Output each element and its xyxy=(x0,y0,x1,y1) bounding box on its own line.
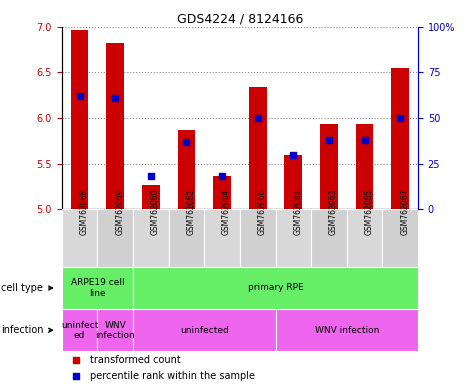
Bar xyxy=(276,209,311,267)
Text: GSM762060: GSM762060 xyxy=(151,189,160,235)
Bar xyxy=(71,30,88,384)
Bar xyxy=(106,43,124,384)
Bar xyxy=(62,267,133,309)
Bar xyxy=(204,209,240,267)
Bar xyxy=(62,309,97,351)
Bar xyxy=(142,185,160,384)
Text: cell type: cell type xyxy=(1,283,52,293)
Bar xyxy=(276,309,418,351)
Point xyxy=(72,358,80,364)
Text: uninfected: uninfected xyxy=(180,326,228,335)
Bar xyxy=(356,124,373,384)
Text: transformed count: transformed count xyxy=(90,356,181,366)
Bar xyxy=(311,209,347,267)
Bar xyxy=(391,68,409,384)
Text: infection: infection xyxy=(1,325,52,335)
Point xyxy=(182,139,190,145)
Bar xyxy=(178,130,195,384)
Bar xyxy=(62,209,97,267)
Point xyxy=(218,174,226,180)
Bar xyxy=(347,209,382,267)
Text: primary RPE: primary RPE xyxy=(247,283,304,293)
Point xyxy=(72,373,80,379)
Bar xyxy=(320,124,338,384)
Text: ARPE19 cell
line: ARPE19 cell line xyxy=(71,278,124,298)
Text: WNV infection: WNV infection xyxy=(314,326,379,335)
Text: uninfect
ed: uninfect ed xyxy=(61,321,98,340)
Bar xyxy=(382,209,418,267)
Point xyxy=(361,137,369,143)
Bar xyxy=(133,309,276,351)
Bar xyxy=(249,87,266,384)
Point xyxy=(254,115,261,121)
Point xyxy=(76,93,84,99)
Text: percentile rank within the sample: percentile rank within the sample xyxy=(90,371,255,381)
Text: GSM762067: GSM762067 xyxy=(400,189,409,235)
Bar xyxy=(240,209,276,267)
Point xyxy=(325,137,332,143)
Bar xyxy=(97,209,133,267)
Text: GSM762066: GSM762066 xyxy=(257,189,266,235)
Point xyxy=(111,95,119,101)
Bar xyxy=(97,309,133,351)
Text: GSM762063: GSM762063 xyxy=(329,189,338,235)
Title: GDS4224 / 8124166: GDS4224 / 8124166 xyxy=(177,13,303,26)
Point xyxy=(396,115,404,121)
Bar xyxy=(285,155,302,384)
Point xyxy=(289,152,297,158)
Text: GSM762061: GSM762061 xyxy=(293,189,302,235)
Text: GSM762062: GSM762062 xyxy=(186,189,195,235)
Bar xyxy=(133,267,418,309)
Text: GSM762068: GSM762068 xyxy=(80,189,88,235)
Text: GSM762064: GSM762064 xyxy=(222,189,231,235)
Bar xyxy=(133,209,169,267)
Text: GSM762069: GSM762069 xyxy=(115,189,124,235)
Point xyxy=(147,174,155,180)
Bar xyxy=(213,177,231,384)
Text: GSM762065: GSM762065 xyxy=(365,189,373,235)
Text: WNV
infection: WNV infection xyxy=(95,321,135,340)
Bar xyxy=(169,209,204,267)
